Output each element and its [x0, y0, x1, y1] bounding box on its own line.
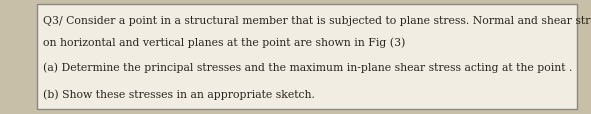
Text: on horizontal and vertical planes at the point are shown in Fig (3): on horizontal and vertical planes at the…: [43, 37, 405, 47]
Text: Q3/ Consider a point in a structural member that is subjected to plane stress. N: Q3/ Consider a point in a structural mem…: [43, 16, 591, 25]
Text: (a) Determine the principal stresses and the maximum in-plane shear stress actin: (a) Determine the principal stresses and…: [43, 62, 573, 73]
Text: (b) Show these stresses in an appropriate sketch.: (b) Show these stresses in an appropriat…: [43, 88, 315, 99]
